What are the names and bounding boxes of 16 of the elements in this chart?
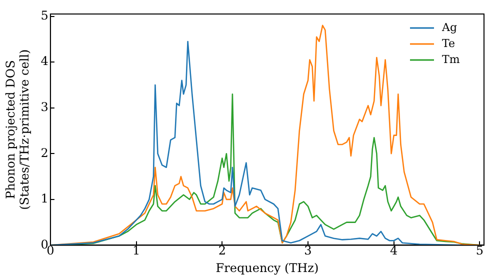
y-tick-label: 3 (40, 100, 48, 114)
text: (States/THz·primitive cell) (18, 49, 32, 210)
x-tick-label: 5 (476, 244, 484, 258)
legend-label: Te (442, 36, 455, 50)
y-tick-label: 4 (40, 54, 49, 68)
y-tick-label: 1 (40, 192, 48, 206)
legend-label: Tm (442, 52, 460, 66)
x-tick-label: 2 (218, 244, 226, 258)
x-axis-title: Frequency (THz) (216, 260, 319, 275)
legend-label: Ag (441, 20, 457, 34)
x-tick-label: 4 (390, 244, 398, 258)
y-tick-label: 5 (40, 8, 48, 22)
text: Phonon projected DOS (3, 60, 18, 200)
x-tick-label: 3 (304, 244, 312, 258)
y-tick-label: 2 (40, 146, 48, 160)
x-tick-label: 1 (132, 244, 140, 258)
